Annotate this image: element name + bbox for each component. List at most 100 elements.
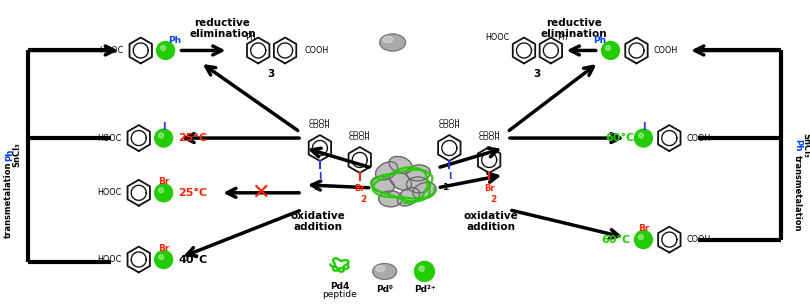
Polygon shape xyxy=(247,38,270,63)
Text: Ph: Ph xyxy=(594,36,607,45)
Text: Br: Br xyxy=(158,244,169,253)
Circle shape xyxy=(159,133,164,138)
Text: COOH: COOH xyxy=(686,235,710,244)
Text: COOH: COOH xyxy=(478,135,500,141)
Circle shape xyxy=(634,231,652,249)
Text: COOH: COOH xyxy=(438,119,460,125)
Circle shape xyxy=(606,45,611,50)
Circle shape xyxy=(155,184,173,202)
Text: Pd⁰: Pd⁰ xyxy=(376,285,393,294)
Text: HOOC: HOOC xyxy=(97,134,122,142)
Text: HOOC: HOOC xyxy=(97,188,122,197)
Text: SnCl₃: SnCl₃ xyxy=(13,143,22,167)
Text: peptide: peptide xyxy=(322,290,357,300)
Text: 60°C: 60°C xyxy=(601,235,630,245)
Circle shape xyxy=(638,235,643,240)
Polygon shape xyxy=(309,135,331,161)
Polygon shape xyxy=(513,38,535,63)
Ellipse shape xyxy=(371,177,394,193)
Text: COOH: COOH xyxy=(309,119,330,125)
Circle shape xyxy=(155,250,173,268)
Circle shape xyxy=(415,261,434,282)
Polygon shape xyxy=(348,147,371,173)
Text: Pd4: Pd4 xyxy=(330,282,350,291)
Text: HOOC: HOOC xyxy=(97,255,122,264)
Text: oxidative
addition: oxidative addition xyxy=(291,211,345,232)
Text: Br: Br xyxy=(484,184,494,193)
Ellipse shape xyxy=(389,156,412,174)
Text: COOH: COOH xyxy=(478,131,500,137)
Text: Br: Br xyxy=(158,178,169,186)
Text: reductive
elimination: reductive elimination xyxy=(540,18,607,39)
Text: transmetalation: transmetalation xyxy=(4,162,13,238)
Text: reductive
elimination: reductive elimination xyxy=(189,18,256,39)
Text: Br: Br xyxy=(637,224,649,233)
Text: I: I xyxy=(642,122,646,132)
Text: 3: 3 xyxy=(533,69,540,79)
Text: I: I xyxy=(162,122,165,132)
Polygon shape xyxy=(130,38,152,63)
Text: oxidative
addition: oxidative addition xyxy=(464,211,518,232)
Ellipse shape xyxy=(373,264,397,279)
Circle shape xyxy=(156,41,175,59)
Polygon shape xyxy=(127,246,150,272)
Polygon shape xyxy=(438,135,461,161)
Circle shape xyxy=(602,41,620,59)
Polygon shape xyxy=(539,38,562,63)
Ellipse shape xyxy=(413,182,436,199)
Text: 60°C: 60°C xyxy=(605,133,634,143)
Circle shape xyxy=(160,45,165,50)
Polygon shape xyxy=(274,38,296,63)
Text: Ph: Ph xyxy=(168,36,181,45)
Text: 1: 1 xyxy=(313,183,319,192)
Text: Ph: Ph xyxy=(5,149,14,161)
Polygon shape xyxy=(625,38,648,63)
Text: Br: Br xyxy=(355,184,365,193)
Ellipse shape xyxy=(376,162,398,180)
Ellipse shape xyxy=(407,165,430,181)
Text: 25°C: 25°C xyxy=(178,133,207,143)
Text: I: I xyxy=(448,172,451,181)
Ellipse shape xyxy=(376,266,385,272)
Text: COOH: COOH xyxy=(349,135,371,141)
Text: COOH: COOH xyxy=(438,123,460,129)
Circle shape xyxy=(634,129,652,147)
Text: 2: 2 xyxy=(360,195,367,204)
Text: Ph: Ph xyxy=(245,33,255,42)
Text: 40°C: 40°C xyxy=(178,254,208,264)
Text: Ph: Ph xyxy=(556,33,567,42)
Text: Pd²⁺: Pd²⁺ xyxy=(414,285,435,294)
Text: Ph: Ph xyxy=(793,139,802,151)
Text: COOH: COOH xyxy=(686,134,710,142)
Circle shape xyxy=(159,188,164,193)
Polygon shape xyxy=(658,227,680,253)
Polygon shape xyxy=(658,125,680,151)
Text: ✕: ✕ xyxy=(251,183,270,203)
Circle shape xyxy=(419,266,424,271)
Circle shape xyxy=(159,254,164,260)
Text: 2: 2 xyxy=(490,195,497,204)
Text: HOOC: HOOC xyxy=(485,33,509,42)
Text: COOH: COOH xyxy=(309,123,330,129)
Text: 1: 1 xyxy=(442,183,449,192)
Polygon shape xyxy=(127,180,150,206)
Text: COOH: COOH xyxy=(305,46,329,55)
Circle shape xyxy=(155,129,173,147)
Text: I: I xyxy=(318,172,322,181)
Text: 25°C: 25°C xyxy=(178,188,207,198)
Ellipse shape xyxy=(380,34,406,51)
Ellipse shape xyxy=(378,191,403,207)
Circle shape xyxy=(638,133,643,138)
Polygon shape xyxy=(478,147,501,173)
Text: HOOC: HOOC xyxy=(100,46,124,55)
Text: COOH: COOH xyxy=(349,131,371,137)
Ellipse shape xyxy=(398,188,420,206)
Ellipse shape xyxy=(407,177,430,193)
Text: transmetalation: transmetalation xyxy=(793,155,802,231)
Text: COOH: COOH xyxy=(654,46,678,55)
Text: SnCl₃: SnCl₃ xyxy=(801,133,810,157)
Ellipse shape xyxy=(390,171,411,190)
Polygon shape xyxy=(127,125,150,151)
Ellipse shape xyxy=(383,36,393,43)
Text: 3: 3 xyxy=(267,69,275,79)
